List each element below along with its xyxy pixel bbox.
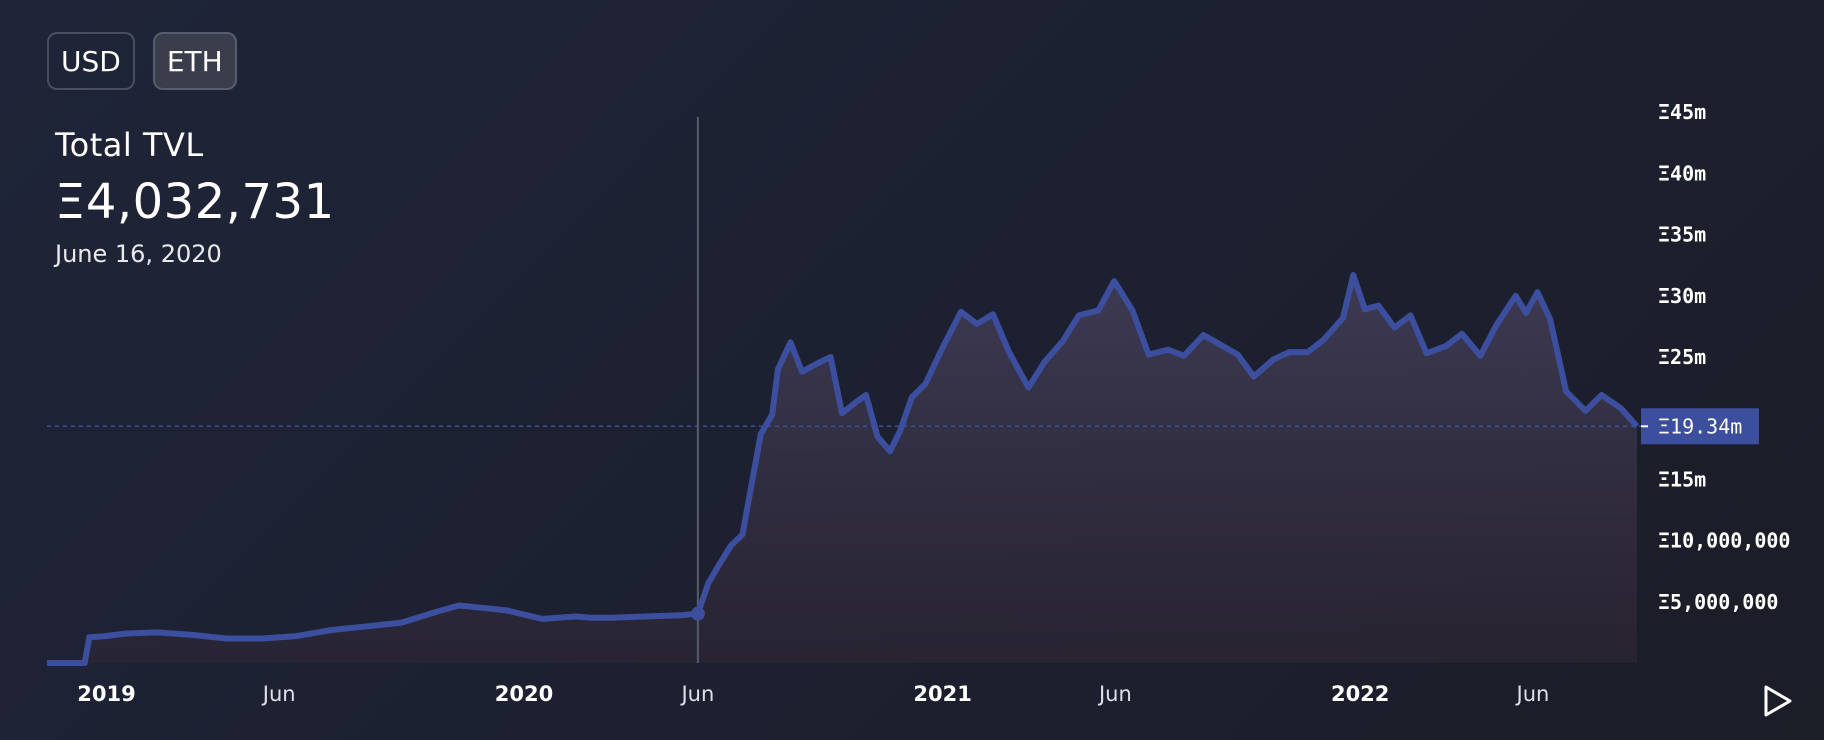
y-tick-label: Ξ10,000,000 — [1658, 529, 1790, 553]
metric-value: Ξ4,032,731 — [55, 174, 335, 230]
y-tick-label: Ξ15m — [1658, 467, 1706, 491]
x-tick-label: 2021 — [913, 682, 971, 706]
y-tick-label: Ξ35m — [1658, 223, 1706, 247]
metric-title: Total TVL — [55, 126, 204, 164]
highlight-point — [690, 606, 705, 621]
y-tick-label: Ξ45m — [1658, 100, 1706, 124]
y-tick-label: Ξ40m — [1658, 161, 1706, 185]
tvl-line — [47, 272, 1640, 666]
y-tick-label: Ξ30m — [1658, 284, 1706, 308]
chart-header: Total TVL Ξ4,032,731 June 16, 2020 — [55, 126, 335, 268]
current-value-label: Ξ19.34m — [1658, 414, 1742, 438]
x-tick-label: 2022 — [1331, 682, 1389, 706]
metric-date: June 16, 2020 — [55, 240, 222, 268]
x-tick-label: Jun — [1097, 682, 1132, 706]
currency-toggle: USD ETH — [47, 32, 237, 90]
x-tick-label: Jun — [679, 682, 714, 706]
x-tick-label: Jun — [261, 682, 296, 706]
x-tick-label: 2019 — [77, 682, 135, 706]
current-value-tag — [1641, 408, 1759, 445]
tvl-area — [47, 275, 1637, 663]
x-tick-label: Jun — [1515, 682, 1550, 706]
eth-toggle-button[interactable]: ETH — [152, 32, 237, 90]
y-tick-label: Ξ5,000,000 — [1658, 590, 1778, 614]
y-tick-label: Ξ25m — [1658, 345, 1706, 369]
usd-toggle-button[interactable]: USD — [47, 32, 135, 90]
x-tick-label: 2020 — [495, 682, 553, 706]
play-icon[interactable] — [1760, 684, 1794, 718]
